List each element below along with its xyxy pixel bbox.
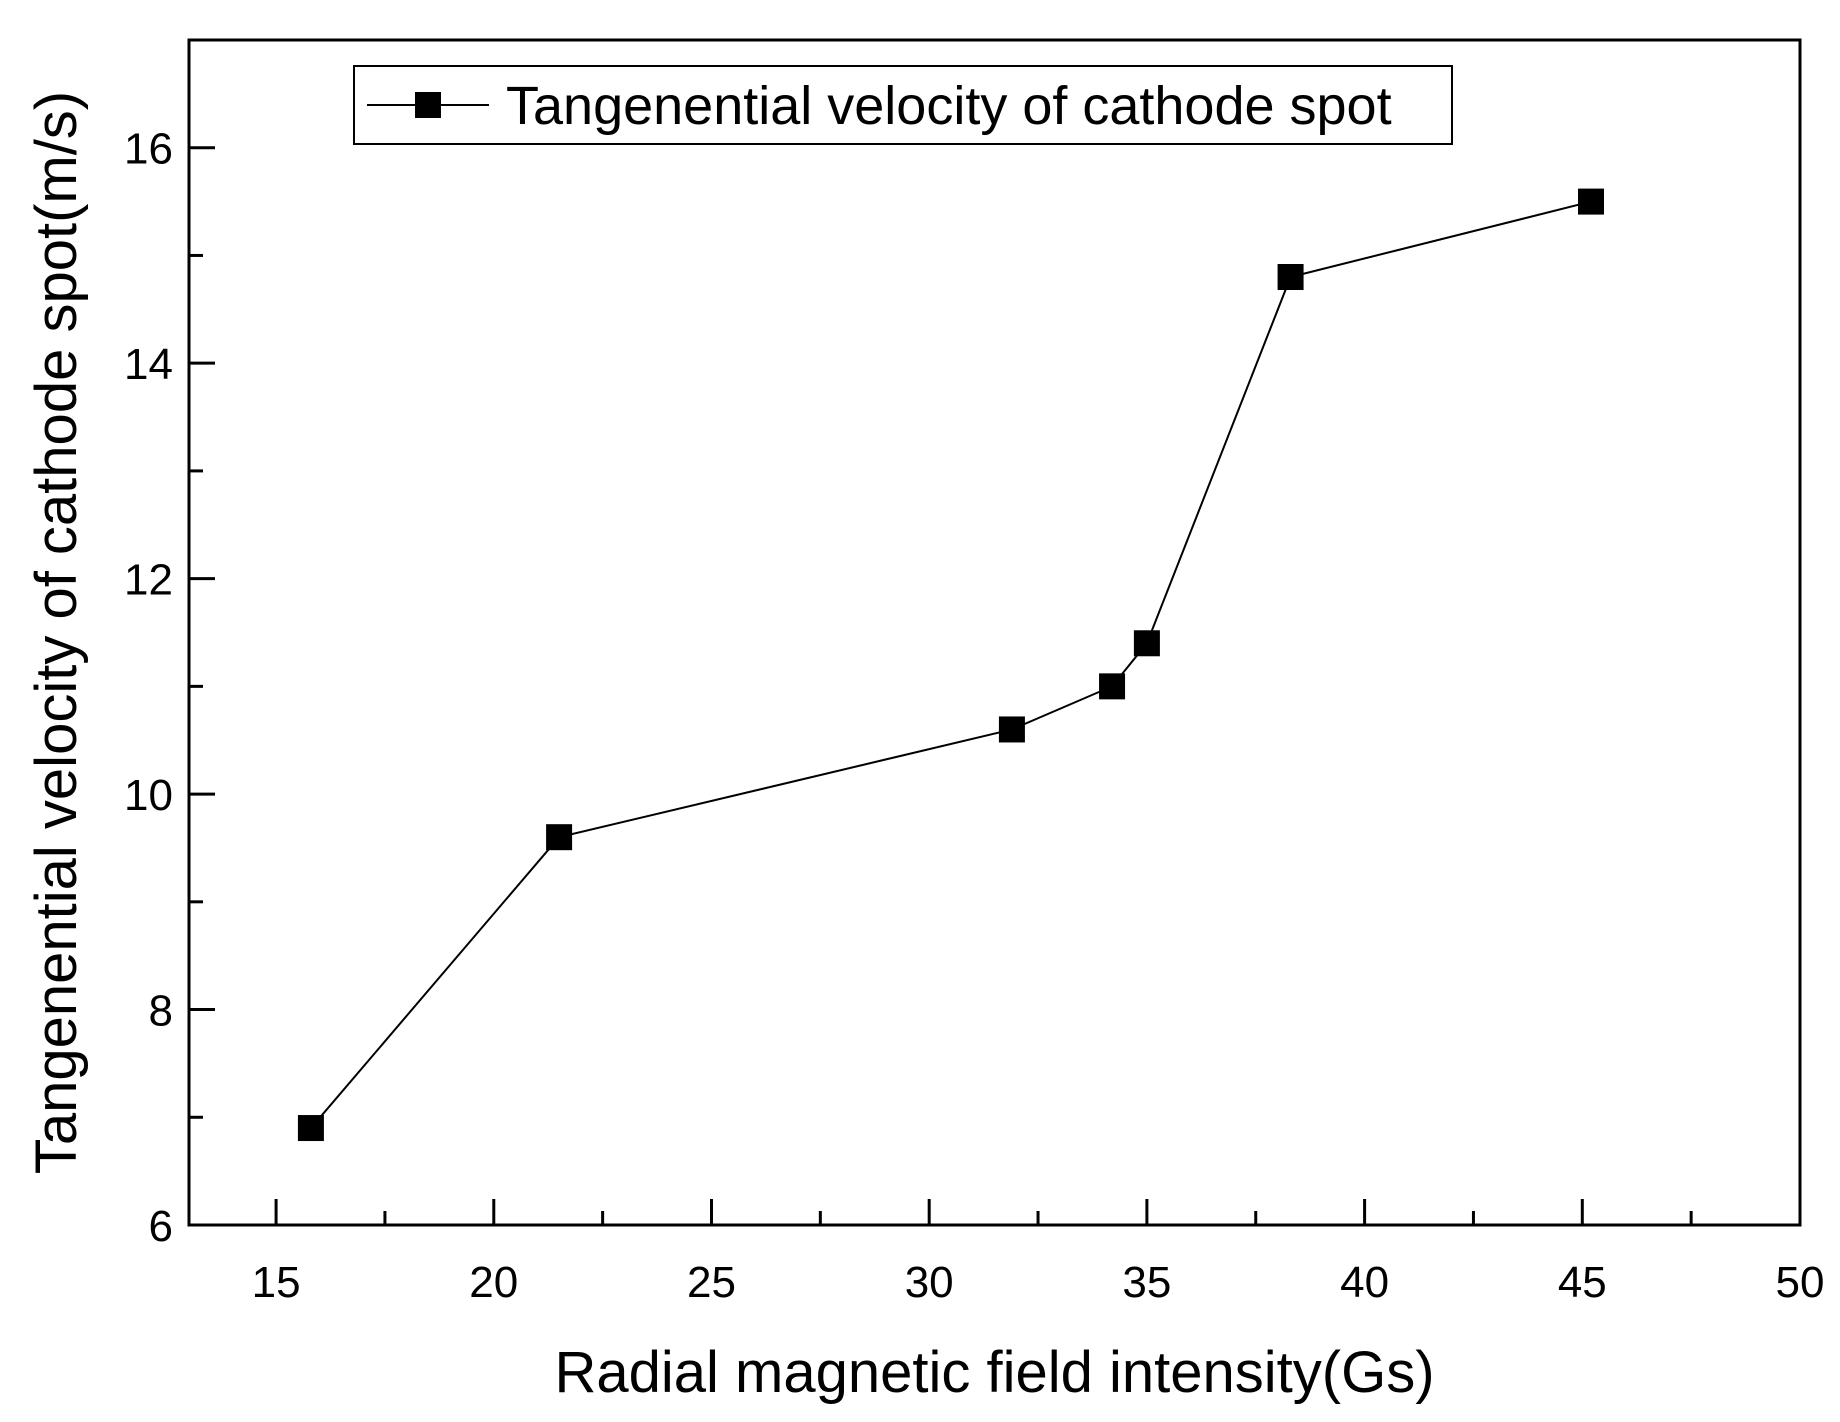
legend-box — [353, 65, 1453, 145]
y-tick-label: 14 — [124, 340, 173, 389]
y-tick-label: 12 — [124, 556, 173, 605]
data-point — [1277, 264, 1304, 290]
y-tick-label: 16 — [124, 125, 173, 174]
data-point — [998, 716, 1025, 743]
legend: Tangenential velocity of cathode spot — [353, 65, 1453, 145]
y-tick-label: 10 — [124, 771, 173, 820]
axis-tick-labels: 15 20 25 30 35 40 45 50 6 8 10 12 14 16 — [124, 125, 1824, 1307]
data-point — [1133, 630, 1160, 657]
x-tick-label: 20 — [469, 1258, 518, 1307]
x-tick-label: 45 — [1558, 1258, 1607, 1307]
y-tick-label: 6 — [149, 1202, 173, 1251]
data-point — [1099, 673, 1126, 700]
x-tick-label: 15 — [252, 1258, 301, 1307]
x-tick-label: 50 — [1776, 1258, 1825, 1307]
x-axis-title: Radial magnetic field intensity(Gs) — [554, 1340, 1434, 1405]
data-point — [546, 824, 573, 851]
data-point — [297, 1115, 324, 1142]
plot-frame — [187, 38, 1802, 1227]
series-layer — [297, 188, 1605, 1142]
axis-ticks — [189, 146, 1802, 1227]
data-point — [1578, 188, 1605, 215]
x-tick-label: 25 — [687, 1258, 736, 1307]
series-line — [310, 200, 1592, 1129]
x-tick-label: 30 — [905, 1258, 954, 1307]
x-tick-label: 40 — [1340, 1258, 1389, 1307]
legend-marker-square — [415, 92, 441, 118]
legend-series-label: Tangenential velocity of cathode spot — [506, 76, 1392, 136]
x-tick-label: 35 — [1122, 1258, 1171, 1307]
y-axis-title: Tangenential velocity of cathode spot(m/… — [24, 91, 89, 1174]
y-tick-label: 8 — [149, 987, 173, 1036]
